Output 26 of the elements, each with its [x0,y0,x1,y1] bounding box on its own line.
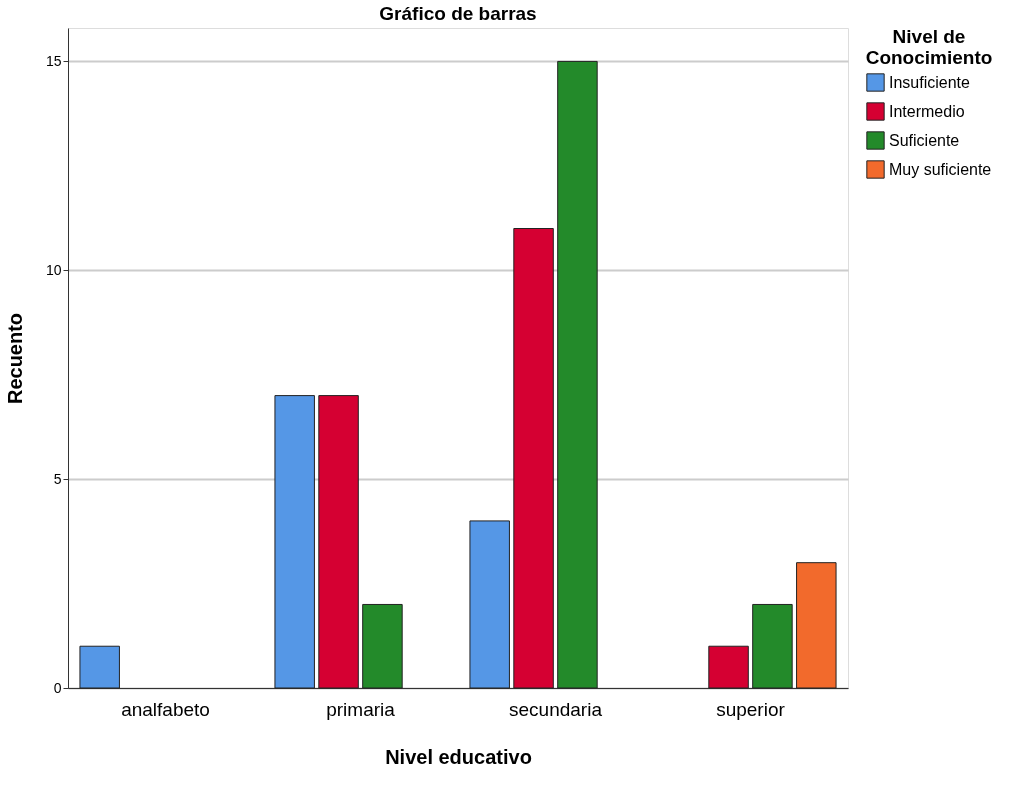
legend-label: Muy suficiente [889,160,992,178]
bar [362,603,403,689]
y-axis-title: Recuento [3,312,26,405]
x-tick-label: primaria [326,698,396,720]
bar [752,603,793,689]
y-tick-label: 15 [45,52,62,69]
bar [513,228,554,689]
x-axis-title: Nivel educativo [385,745,532,768]
legend-label: Intermedio [889,102,965,120]
bar [318,395,359,689]
legend-label: Suficiente [889,131,960,149]
y-tick-label: 0 [53,679,62,696]
bar [79,645,120,689]
bar [557,60,598,689]
bar [274,395,315,689]
legend-title: Nivel de Conocimiento [865,26,993,68]
bar [796,562,837,689]
y-tick-label: 5 [53,470,62,487]
bar [469,520,510,689]
x-tick-label: superior [716,698,786,720]
y-tick-label: 10 [45,261,62,278]
legend-label: Insuficiente [889,73,971,91]
bar [708,645,749,689]
x-tick-label: secundaria [509,698,603,720]
chart-title: Gráfico de barras [379,3,537,24]
x-tick-label: analfabeto [121,698,210,720]
